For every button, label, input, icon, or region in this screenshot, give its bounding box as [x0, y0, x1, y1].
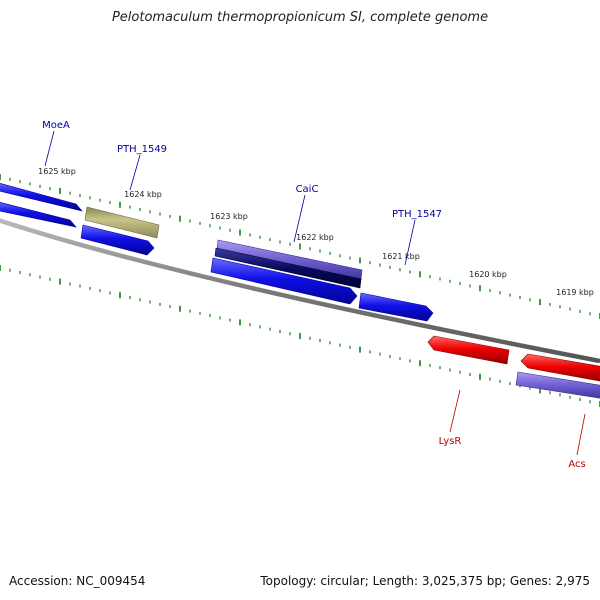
- genome-backbone: [0, 218, 600, 364]
- gene-acs-inner[interactable]: [515, 371, 600, 399]
- map-title: Pelotomaculum thermopropionicum SI, comp…: [111, 10, 489, 25]
- label-line-lysr: [449, 389, 461, 433]
- gene-moea[interactable]: [0, 182, 83, 212]
- gene-caic-inner[interactable]: [214, 247, 362, 289]
- gene-label-moea[interactable]: MoeA: [42, 120, 70, 131]
- gene-label-lysr[interactable]: LysR: [439, 436, 462, 447]
- scale-labels: 1625 kbp 1624 kbp 1623 kbp 1622 kbp 1621 kbp…: [38, 167, 594, 297]
- scale-label: 1621 kbp: [382, 252, 420, 261]
- accession-text: Accession: NC_009454: [9, 574, 146, 588]
- gene-forward-inner-3[interactable]: [210, 257, 358, 305]
- gene-lysr[interactable]: [427, 335, 510, 365]
- gene-label-acs[interactable]: Acs: [568, 459, 585, 470]
- scale-label: 1620 kbp: [469, 270, 507, 279]
- gene-acs[interactable]: [520, 353, 600, 382]
- label-line-pth1549: [129, 154, 141, 191]
- label-line-caic: [293, 194, 306, 243]
- gene-label-pth1549[interactable]: PTH_1549: [117, 144, 167, 155]
- gene-forward-inner-1[interactable]: [0, 201, 77, 228]
- gene-forward-inner-2[interactable]: [80, 224, 155, 256]
- gene-pth1547[interactable]: [358, 292, 434, 322]
- scale-label: 1623 kbp: [210, 212, 248, 221]
- label-line-pth1547: [404, 219, 416, 266]
- label-line-moea: [44, 130, 55, 167]
- label-line-acs: [576, 413, 586, 456]
- scale-label: 1625 kbp: [38, 167, 76, 176]
- scale-label: 1619 kbp: [556, 288, 594, 297]
- tick-marks: [0, 174, 600, 407]
- gene-pth1549[interactable]: [84, 206, 160, 239]
- topology-summary: Topology: circular; Length: 3,025,375 bp…: [260, 574, 590, 588]
- gene-label-pth1547[interactable]: PTH_1547: [392, 209, 442, 220]
- scale-label: 1624 kbp: [124, 190, 162, 199]
- gene-label-caic[interactable]: CaiC: [296, 184, 319, 195]
- scale-label: 1622 kbp: [296, 233, 334, 242]
